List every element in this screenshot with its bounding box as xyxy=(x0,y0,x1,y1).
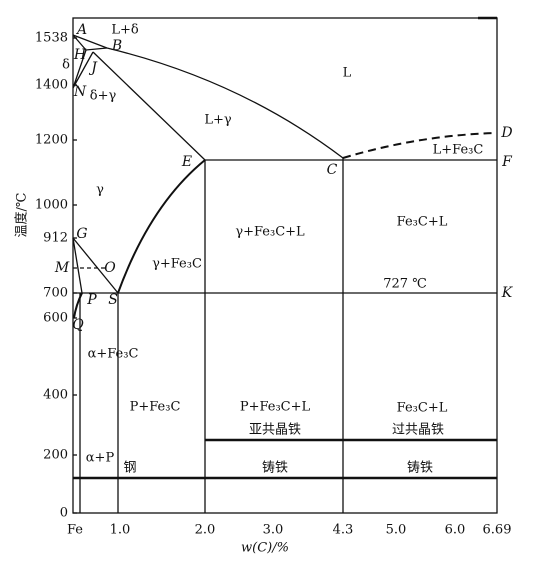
region-label: L+γ xyxy=(204,113,232,128)
point-label: Q xyxy=(72,317,84,333)
x-tick-label: 4.3 xyxy=(333,523,354,538)
pq-line xyxy=(73,292,83,319)
point-label: P xyxy=(86,292,97,308)
gp-line xyxy=(72,237,83,294)
y-tick-label: 400 xyxy=(43,388,68,403)
x-tick-label: 2.0 xyxy=(195,523,216,538)
y-tick-label: 1538 xyxy=(35,31,68,46)
liquidus-cd xyxy=(342,132,498,159)
point-label: C xyxy=(327,162,338,178)
region-label: Fe₃C+L xyxy=(397,401,448,416)
point-label: G xyxy=(76,226,87,242)
point-label: H xyxy=(73,47,87,63)
gs-line xyxy=(72,237,119,294)
point-label: F xyxy=(501,154,513,170)
region-label: 铸铁 xyxy=(407,460,433,476)
point-label: K xyxy=(501,285,514,301)
y-tick-label: 912 xyxy=(43,231,68,246)
point-label: D xyxy=(500,125,512,141)
x-tick-label: 6.0 xyxy=(445,523,466,538)
point-label: A xyxy=(75,22,87,38)
acm-line xyxy=(117,159,206,294)
x-tick-label: Fe xyxy=(67,523,83,538)
region-label: 钢 xyxy=(123,461,136,476)
point-label: M xyxy=(54,260,70,276)
point-label: E xyxy=(181,154,192,170)
solidus-je xyxy=(92,51,206,161)
region-label: 727 ℃ xyxy=(383,277,427,292)
y-tick-label: 200 xyxy=(43,448,68,463)
region-label: L+Fe₃C xyxy=(433,143,484,158)
region-label: γ xyxy=(96,183,104,198)
y-axis-label: 温度/℃ xyxy=(14,193,30,238)
region-label: 铸铁 xyxy=(262,460,288,476)
y-tick-label: 1200 xyxy=(35,133,68,148)
liquidus xyxy=(72,34,344,159)
point-label: N xyxy=(73,84,87,100)
x-tick-label: 1.0 xyxy=(110,523,131,538)
point-label: O xyxy=(104,260,116,276)
region-label: δ xyxy=(62,58,70,73)
region-label: α+P xyxy=(86,451,115,466)
x-tick-label: 6.69 xyxy=(483,523,512,538)
frame xyxy=(72,17,498,514)
diagram-lines xyxy=(72,16,498,514)
point-label: B xyxy=(111,38,122,54)
x-axis-label: w(C)/% xyxy=(241,541,289,556)
point-label: S xyxy=(108,292,118,308)
region-label: δ+γ xyxy=(90,89,117,104)
y-tick-label: 0 xyxy=(60,506,68,521)
point-label: J xyxy=(88,60,98,76)
region-label: γ+Fe₃C+L xyxy=(235,225,305,240)
region-label: Fe₃C+L xyxy=(397,215,448,230)
y-tick-label: 600 xyxy=(43,311,68,326)
region-label: P+Fe₃C xyxy=(130,400,181,415)
x-tick-label: 5.0 xyxy=(386,523,407,538)
region-label: P+Fe₃C+L xyxy=(240,400,311,415)
x-tick-label: 3.0 xyxy=(263,523,284,538)
region-label: L xyxy=(343,66,352,81)
delta-lines xyxy=(72,49,94,89)
region-label: α+Fe₃C xyxy=(88,347,139,362)
region-label: γ+Fe₃C xyxy=(152,257,202,272)
region-label: L+δ xyxy=(111,23,139,38)
region-label: 亚共晶铁 xyxy=(249,423,301,438)
y-tick-label: 1000 xyxy=(35,198,68,213)
region-label: 过共晶铁 xyxy=(392,423,444,438)
y-tick-label: 1400 xyxy=(35,78,68,93)
y-tick-label: 700 xyxy=(43,286,68,301)
